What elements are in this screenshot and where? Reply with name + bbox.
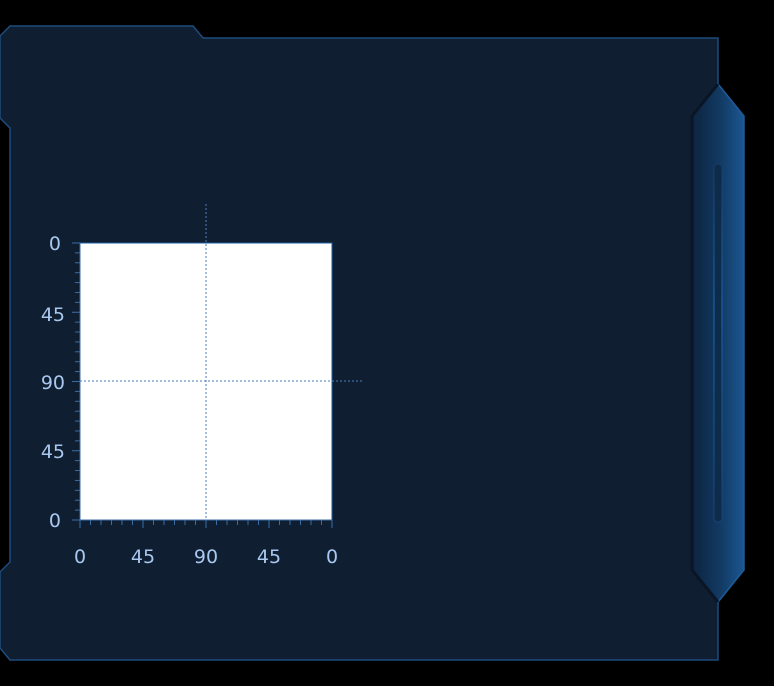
scrollbar-track[interactable] — [713, 163, 723, 523]
x-tick-label: 45 — [131, 546, 155, 568]
y-axis-minor-ticks — [72, 242, 80, 521]
x-tick-label: 45 — [257, 546, 281, 568]
side-scroll-panel[interactable] — [690, 82, 745, 604]
y-tick-label: 0 — [49, 510, 61, 532]
y-axis-labels: 0 45 90 45 0 — [41, 233, 65, 532]
plot-group: 0 45 90 45 0 0 45 90 45 0 — [41, 204, 362, 568]
x-axis-minor-ticks — [79, 520, 333, 528]
y-tick-label: 90 — [41, 372, 65, 394]
y-tick-label: 0 — [49, 233, 61, 255]
y-tick-label: 45 — [41, 441, 65, 463]
x-tick-label: 0 — [74, 546, 86, 568]
y-tick-label: 45 — [41, 304, 65, 326]
x-axis-labels: 0 45 90 45 0 — [74, 546, 338, 568]
x-tick-label: 0 — [326, 546, 338, 568]
x-tick-label: 90 — [194, 546, 218, 568]
